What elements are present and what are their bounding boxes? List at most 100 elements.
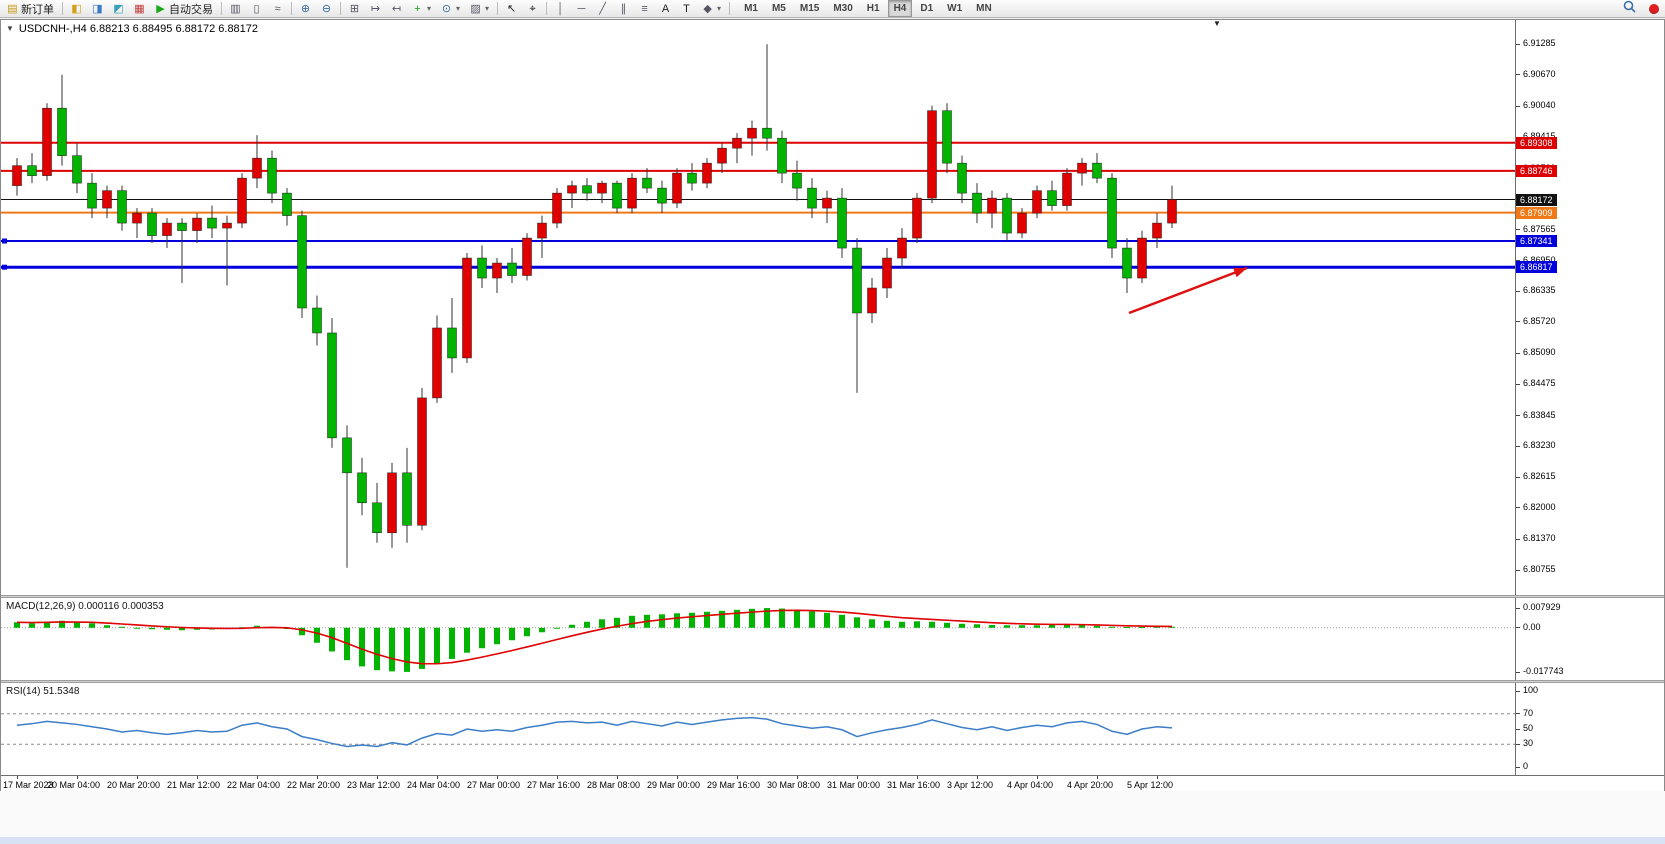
time-tick-label: 23 Mar 12:00 — [347, 780, 401, 790]
rsi-pane[interactable]: 100 70 50 30 0 RSI(14) 51.5348 — [1, 683, 1664, 775]
bar-chart-button[interactable]: ▥ — [225, 0, 246, 18]
candle-body — [987, 197, 997, 214]
macd-axis[interactable]: 0.007929 0.00 -0.017743 — [1515, 598, 1664, 680]
macd-canvas[interactable] — [1, 598, 1515, 680]
tile-windows-button[interactable]: ⊞ — [344, 0, 365, 18]
timeframe-mn[interactable]: MN — [976, 3, 992, 14]
zoom-in-button[interactable]: ⊕ — [295, 0, 316, 18]
macd-bar — [119, 626, 125, 628]
fibonacci-button[interactable]: ≡ — [634, 0, 655, 18]
periods-button[interactable]: ⊙ ▾ — [436, 0, 465, 18]
auto-trading-button[interactable]: ▶ 自动交易 — [150, 0, 218, 18]
macd-bar — [989, 625, 995, 628]
line-anchor[interactable] — [2, 238, 7, 244]
candle-body — [357, 472, 367, 504]
notification-badge[interactable] — [1649, 3, 1659, 14]
macd-tick — [1516, 671, 1520, 673]
timeframe-h1[interactable]: H1 — [866, 3, 880, 14]
candle-body — [1092, 162, 1102, 179]
macd-tick — [1516, 627, 1520, 629]
price-tick-label: 6.82615 — [1523, 471, 1556, 482]
market-watch-icon: ◧ — [71, 2, 82, 15]
timeframe-d1[interactable]: D1 — [920, 3, 934, 14]
pane-splitter[interactable] — [1, 595, 1664, 598]
timeframe-m30[interactable]: M30 — [833, 3, 853, 14]
rsi-tick-label: 0 — [1523, 761, 1529, 771]
chart-shift-marker[interactable]: ▼ — [1213, 19, 1221, 28]
chart-shift-icon: ↤ — [391, 2, 402, 15]
data-window-button[interactable]: ◨ — [87, 0, 108, 18]
line-anchor[interactable] — [2, 264, 7, 270]
templates-button[interactable]: ▨ ▾ — [465, 0, 494, 18]
zoom-out-button[interactable]: ⊖ — [316, 0, 337, 18]
rsi-canvas[interactable] — [1, 683, 1515, 775]
trendline-button[interactable]: ╱ — [592, 0, 613, 18]
price-tick — [1516, 507, 1520, 509]
price-tick — [1516, 383, 1520, 385]
new-order-button[interactable]: ▤ 新订单 — [2, 0, 59, 18]
macd-pane[interactable]: 0.007929 0.00 -0.017743 MACD(12,26,9) 0.00… — [1, 598, 1664, 680]
indicators-button[interactable]: + ▾ — [407, 0, 436, 18]
timeframe-m15[interactable]: M15 — [799, 3, 820, 14]
arrow-object[interactable] — [1128, 266, 1248, 315]
macd-bar — [1064, 624, 1070, 628]
time-tick — [737, 776, 738, 779]
navigator-button[interactable]: ◩ — [108, 0, 129, 18]
price-axis[interactable]: 6.912856.906706.900406.894156.887906.881… — [1515, 20, 1664, 595]
time-tick — [557, 776, 558, 779]
text-a-icon: A — [661, 2, 670, 15]
time-tick-label: 4 Apr 04:00 — [1007, 780, 1054, 790]
text-label-button[interactable]: T — [676, 0, 697, 18]
price-tick-label: 6.86335 — [1523, 285, 1556, 296]
crosshair-button[interactable]: ⌖ — [522, 0, 543, 18]
timeframe-m5[interactable]: M5 — [771, 3, 786, 14]
candle-body — [642, 177, 652, 189]
macd-bar — [1139, 627, 1145, 629]
candle-body — [417, 397, 427, 526]
time-tick — [797, 776, 798, 779]
macd-bar — [779, 608, 785, 628]
pane-splitter[interactable] — [1, 680, 1664, 683]
cursor-button[interactable]: ↖ — [501, 0, 522, 18]
text-button[interactable]: A — [655, 0, 676, 18]
search-button[interactable] — [1618, 0, 1641, 18]
time-tick-label: 22 Mar 04:00 — [227, 780, 281, 790]
window-footer — [0, 791, 1665, 844]
horizontal-line-button[interactable]: ─ — [571, 0, 592, 18]
time-axis[interactable]: 17 Mar 2023 20 Mar 04:00 20 Mar 20:00 21 Ma… — [1, 775, 1664, 792]
shapes-button[interactable]: ◆ ▾ — [697, 0, 726, 18]
play-icon: ▶ — [156, 2, 165, 15]
chart-shift-button[interactable]: ↤ — [386, 0, 407, 18]
timeframe-h4[interactable]: H4 — [887, 0, 913, 17]
market-watch-button[interactable]: ◧ — [66, 0, 87, 18]
timeframe-w1[interactable]: W1 — [947, 3, 963, 14]
candle-body — [282, 192, 292, 216]
auto-scroll-button[interactable]: ↦ — [365, 0, 386, 18]
candle-body — [957, 162, 967, 194]
clock-icon: ⊙ — [441, 2, 452, 15]
macd-bar — [1169, 626, 1175, 628]
macd-title: MACD(12,26,9) 0.000116 0.000353 — [6, 601, 164, 612]
rsi-axis[interactable]: 100 70 50 30 0 — [1515, 683, 1664, 775]
timeframe-m1[interactable]: M1 — [744, 3, 758, 14]
time-tick — [1157, 776, 1158, 779]
macd-bar — [479, 627, 485, 649]
candlestick-chart-button[interactable]: ▯ — [246, 0, 267, 18]
main-chart-pane[interactable]: 6.912856.906706.900406.894156.887906.881… — [1, 19, 1664, 595]
time-tick-label: 31 Mar 00:00 — [827, 780, 881, 790]
data-window-icon: ◨ — [92, 2, 103, 15]
vertical-line-button[interactable]: │ — [550, 0, 571, 18]
terminal-button[interactable]: ▦ — [129, 0, 150, 18]
candle-body — [1137, 237, 1147, 279]
price-level-label: 6.88746 — [1516, 164, 1557, 177]
price-level-label: 6.87341 — [1516, 235, 1557, 247]
time-tick-label: 27 Mar 16:00 — [527, 780, 581, 790]
candle-body — [522, 237, 532, 276]
main-chart-canvas[interactable] — [1, 20, 1515, 595]
one-click-trading-toggle[interactable]: ▼ — [6, 24, 14, 33]
line-chart-button[interactable]: ≈ — [267, 0, 288, 18]
time-tick-label: 20 Mar 20:00 — [107, 780, 161, 790]
time-tick — [17, 776, 18, 779]
macd-bar — [689, 612, 695, 628]
channel-button[interactable]: ∥ — [613, 0, 634, 18]
